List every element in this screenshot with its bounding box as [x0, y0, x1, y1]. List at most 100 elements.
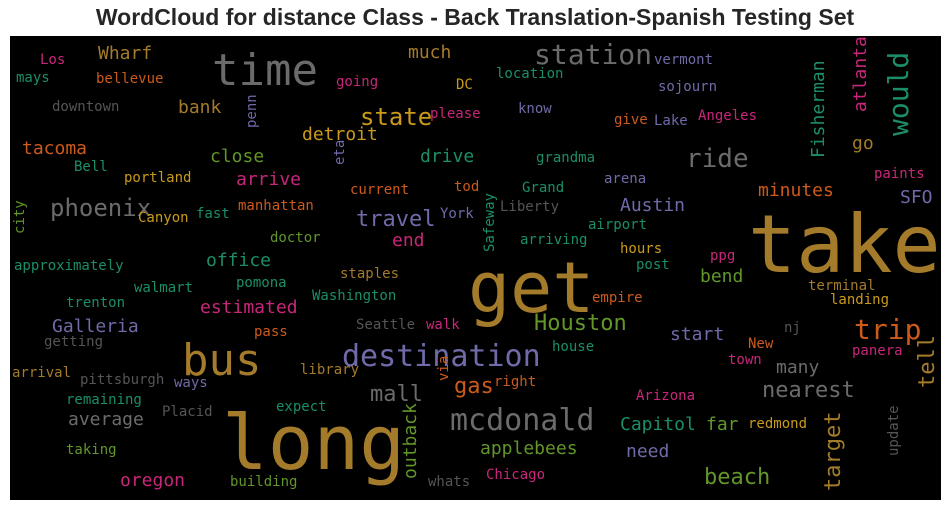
word-taking: taking [66, 442, 117, 458]
word-los: Los [40, 52, 65, 68]
word-penn: penn [244, 94, 260, 128]
word-office: office [206, 250, 271, 271]
word-building: building [230, 474, 297, 490]
word-tell: tell [915, 335, 940, 388]
word-capitol: Capitol [620, 414, 696, 435]
word-outback: outback [400, 403, 421, 479]
word-current: current [350, 182, 409, 198]
word-close: close [210, 146, 264, 167]
word-arizona: Arizona [636, 388, 695, 404]
word-landing: landing [830, 292, 889, 308]
word-gas: gas [454, 374, 494, 399]
word-angeles: Angeles [698, 108, 757, 124]
word-pittsburgh: pittsburgh [80, 372, 164, 388]
word-ppg: ppg [710, 248, 735, 264]
word-eta: eta [332, 140, 348, 165]
word-seattle: Seattle [356, 317, 415, 333]
wordcloud-canvas: take long get time bus destination mcdonald sta… [10, 36, 941, 500]
word-panera: panera [852, 343, 903, 359]
word-getting: getting [44, 334, 103, 350]
word-get: get [468, 247, 594, 329]
word-galleria: Galleria [52, 316, 139, 337]
word-nj: nj [784, 320, 801, 336]
word-detroit: detroit [302, 124, 378, 145]
word-grandma: grandma [536, 150, 595, 166]
word-expect: expect [276, 399, 327, 415]
word-phoenix: phoenix [50, 194, 151, 222]
word-downtown: downtown [52, 99, 119, 115]
word-arriving: arriving [520, 232, 587, 248]
word-please: please [430, 106, 481, 122]
word-mcdonald: mcdonald [450, 403, 595, 438]
word-bell: Bell [74, 159, 108, 175]
word-redmond: redmond [748, 416, 807, 432]
word-atlanta: atlanta [850, 36, 871, 112]
word-far: far [706, 414, 739, 435]
word-whats: whats [428, 474, 470, 490]
word-travel: travel [356, 207, 435, 232]
word-arrival: arrival [12, 365, 71, 381]
word-paints: paints [874, 166, 925, 182]
word-long: long [222, 398, 405, 487]
word-austin: Austin [620, 195, 685, 216]
word-trip: trip [854, 313, 921, 346]
word-sfo: SFO [900, 187, 933, 208]
word-walk: walk [426, 317, 460, 333]
word-bank: bank [178, 97, 222, 118]
word-post: post [636, 257, 670, 273]
word-houston: Houston [534, 311, 627, 336]
word-start: start [670, 324, 724, 345]
word-tacoma: tacoma [22, 138, 87, 159]
word-new: New [748, 336, 774, 352]
word-average: average [68, 409, 144, 430]
word-empire: empire [592, 290, 643, 306]
word-library: library [300, 362, 359, 378]
word-terminal: terminal [808, 278, 875, 294]
word-fast: fast [196, 206, 230, 222]
word-applebees: applebees [480, 438, 578, 459]
chart-title: WordCloud for distance Class - Back Tran… [95, 4, 855, 30]
word-lake: Lake [654, 113, 688, 129]
word-fisherman: Fisherman [808, 60, 829, 158]
word-arrive: arrive [236, 169, 301, 190]
word-mays: mays [16, 70, 50, 86]
word-airport: airport [588, 217, 647, 233]
word-destination: destination [342, 339, 541, 374]
word-city: city [12, 200, 28, 234]
word-going: going [336, 74, 378, 90]
word-target: target [821, 412, 846, 491]
word-minutes: minutes [758, 180, 834, 201]
word-trenton: trenton [66, 295, 125, 311]
word-take: take [748, 198, 941, 291]
word-update: update [886, 405, 902, 456]
word-mall: mall [370, 382, 423, 407]
word-ride: ride [686, 144, 749, 174]
word-know: know [518, 101, 552, 117]
word-sojourn: sojourn [658, 79, 717, 95]
word-via: via [436, 356, 452, 381]
word-approximately: approximately [14, 258, 124, 274]
word-give: give [614, 112, 648, 128]
word-washington: Washington [312, 288, 396, 304]
word-remaining: remaining [66, 392, 142, 408]
word-drive: drive [420, 146, 474, 167]
word-station: station [534, 38, 652, 71]
word-ways: ways [174, 375, 208, 391]
word-house: house [552, 339, 594, 355]
word-hours: hours [620, 241, 662, 257]
word-tod: tod [454, 179, 479, 195]
word-state: state [360, 103, 432, 131]
word-doctor: doctor [270, 230, 321, 246]
word-time: time [212, 45, 318, 96]
word-nearest: nearest [762, 378, 855, 403]
word-vermont: vermont [654, 52, 713, 68]
word-arena: arena [604, 171, 646, 187]
word-staples: staples [340, 266, 399, 282]
word-liberty: Liberty [500, 199, 559, 215]
word-portland: portland [124, 170, 191, 186]
word-safeway: Safeway [482, 193, 498, 252]
word-town: town [728, 352, 762, 368]
word-would: would [882, 52, 915, 136]
word-grand: Grand [522, 180, 564, 196]
